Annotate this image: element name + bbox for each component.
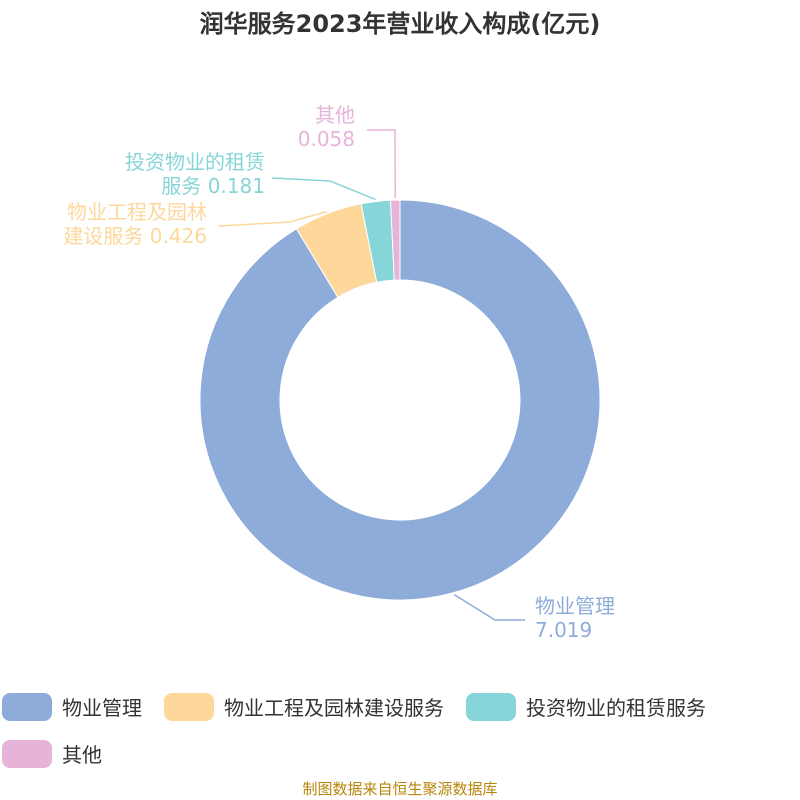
leader-line — [453, 593, 525, 621]
slice-label: 其他 0.058 — [295, 103, 355, 151]
donut-slice — [199, 199, 601, 601]
source-note: 制图数据来自恒生聚源数据库 — [302, 780, 498, 798]
legend-swatch — [2, 739, 52, 768]
label-value: 0.426 — [149, 224, 207, 248]
chart-title: 润华服务2023年营业收入构成(亿元) — [199, 10, 601, 38]
leader-line — [217, 210, 328, 227]
legend: 物业管理 物业工程及园林建设服务 投资物业的租赁服务其他 — [2, 692, 800, 768]
label-name: 其他 — [315, 103, 355, 127]
legend-label: 其他 — [62, 743, 102, 767]
legend-label: 物业管理 — [62, 696, 142, 720]
label-name: 物业管理 — [535, 594, 615, 618]
label-name: 物业工程及园林建设服务 — [63, 200, 207, 248]
label-value: 7.019 — [535, 618, 593, 642]
slice-label: 物业管理 7.019 — [535, 594, 635, 642]
slice-label: 物业工程及园林建设服务 0.426 — [55, 200, 207, 248]
donut-slice — [389, 199, 401, 281]
legend-item: 投资物业的租赁服务 — [466, 692, 706, 721]
label-value: 0.181 — [207, 174, 265, 198]
legend-item: 其他 — [2, 739, 102, 768]
legend-label: 投资物业的租赁服务 — [526, 696, 706, 720]
legend-swatch — [164, 692, 214, 721]
leader-line — [367, 129, 396, 199]
leader-line — [271, 177, 376, 201]
legend-label: 物业工程及园林建设服务 — [224, 696, 444, 720]
label-name: 投资物业的租赁服务 — [125, 150, 265, 198]
legend-swatch — [466, 692, 516, 721]
legend-swatch — [2, 692, 52, 721]
label-value: 0.058 — [297, 127, 355, 151]
slice-label: 投资物业的租赁服务 0.181 — [115, 150, 265, 198]
legend-item: 物业管理 — [2, 692, 142, 721]
legend-item: 物业工程及园林建设服务 — [164, 692, 444, 721]
